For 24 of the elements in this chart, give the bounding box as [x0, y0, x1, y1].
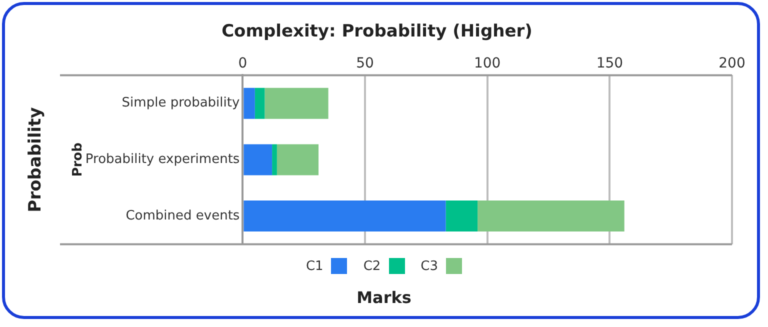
bar: [276, 144, 319, 176]
bar: [272, 144, 277, 176]
legend-label: C2: [363, 258, 381, 274]
legend-label: C3: [420, 258, 438, 274]
bar: [244, 144, 272, 176]
chart-title: Complexity: Probability (Higher): [222, 22, 532, 42]
y-axis-title: Probability: [26, 107, 46, 212]
bar: [478, 200, 624, 232]
y-tick-label: Simple probability: [122, 96, 240, 111]
x-tick-label: 100: [474, 55, 501, 72]
legend-label: C1: [306, 258, 324, 274]
x-tick-label: 50: [356, 55, 374, 72]
bar: [254, 88, 265, 119]
x-tick-label: 0: [238, 55, 248, 72]
bar: [244, 200, 446, 232]
bar: [264, 88, 328, 119]
y-tick-label: Probability experiments: [85, 152, 240, 168]
x-tick-label: 150: [596, 55, 624, 72]
bar: [446, 200, 478, 232]
text: Prob: [70, 142, 86, 177]
x-axis-title: Marks: [356, 288, 412, 307]
bar: [244, 88, 255, 119]
y-tick-label: Combined events: [126, 208, 240, 224]
x-tick-label: 200: [718, 55, 746, 72]
